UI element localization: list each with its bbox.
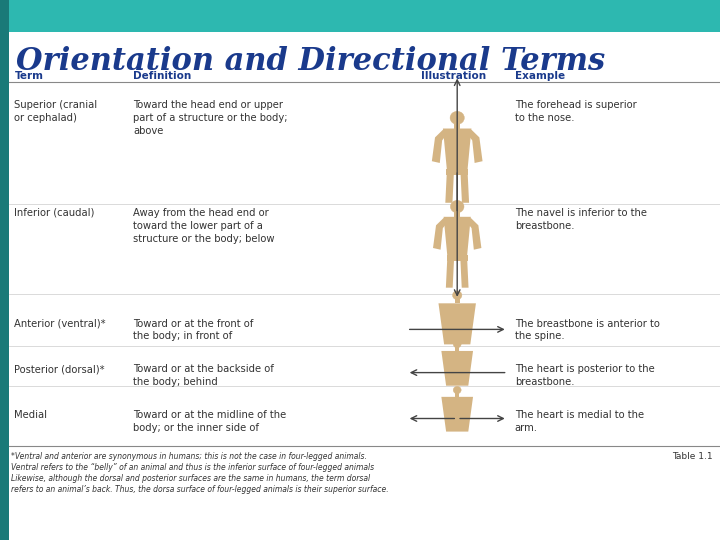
Polygon shape — [432, 130, 448, 163]
Text: *Ventral and anterior are synonymous in humans; this is not the case in four-leg: *Ventral and anterior are synonymous in … — [11, 452, 388, 494]
Text: Toward or at the backside of
the body; behind: Toward or at the backside of the body; b… — [133, 364, 274, 387]
Ellipse shape — [454, 386, 461, 394]
Polygon shape — [444, 217, 471, 256]
Bar — [455, 296, 459, 303]
Text: The heart is medial to the
arm.: The heart is medial to the arm. — [515, 410, 644, 433]
Bar — [0, 0, 9, 540]
Polygon shape — [467, 218, 482, 249]
Text: Illustration: Illustration — [421, 71, 486, 82]
Polygon shape — [433, 218, 448, 249]
Ellipse shape — [450, 111, 464, 124]
Polygon shape — [443, 129, 472, 170]
Text: Medial: Medial — [14, 410, 48, 421]
Ellipse shape — [454, 340, 461, 348]
Bar — [455, 391, 459, 397]
Text: Toward or at the front of
the body; in front of: Toward or at the front of the body; in f… — [133, 319, 253, 341]
Text: Table 1.1: Table 1.1 — [672, 452, 713, 461]
Ellipse shape — [452, 291, 462, 300]
Text: The heart is posterior to the
breastbone.: The heart is posterior to the breastbone… — [515, 364, 654, 387]
Text: Superior (cranial
or cephalad): Superior (cranial or cephalad) — [14, 100, 97, 123]
Text: Toward or at the midline of the
body; or the inner side of: Toward or at the midline of the body; or… — [133, 410, 287, 433]
Polygon shape — [441, 397, 473, 431]
Bar — [446, 255, 468, 261]
Bar — [455, 345, 459, 351]
Text: Inferior (caudal): Inferior (caudal) — [14, 208, 95, 218]
Bar — [454, 119, 460, 129]
Text: Example: Example — [515, 71, 565, 82]
Text: Anterior (ventral)*: Anterior (ventral)* — [14, 319, 106, 329]
Polygon shape — [460, 256, 469, 288]
Bar — [446, 169, 468, 175]
Ellipse shape — [451, 200, 464, 213]
Text: Posterior (dorsal)*: Posterior (dorsal)* — [14, 364, 105, 375]
Text: The navel is inferior to the
breastbone.: The navel is inferior to the breastbone. — [515, 208, 647, 231]
Text: The forehead is superior
to the nose.: The forehead is superior to the nose. — [515, 100, 636, 123]
Polygon shape — [441, 351, 473, 386]
Text: Orientation and Directional Terms: Orientation and Directional Terms — [16, 46, 605, 77]
Bar — [0, 0, 720, 32]
Bar — [454, 208, 460, 217]
Text: Away from the head end or
toward the lower part of a
structure or the body; belo: Away from the head end or toward the low… — [133, 208, 275, 244]
Polygon shape — [438, 303, 476, 345]
Polygon shape — [446, 256, 454, 288]
Text: Term: Term — [14, 71, 43, 82]
Text: Toward the head end or upper
part of a structure or the body;
above: Toward the head end or upper part of a s… — [133, 100, 288, 136]
Polygon shape — [445, 170, 454, 202]
Polygon shape — [460, 170, 469, 202]
Text: The breastbone is anterior to
the spine.: The breastbone is anterior to the spine. — [515, 319, 660, 341]
Polygon shape — [467, 130, 482, 163]
Text: Definition: Definition — [133, 71, 192, 82]
